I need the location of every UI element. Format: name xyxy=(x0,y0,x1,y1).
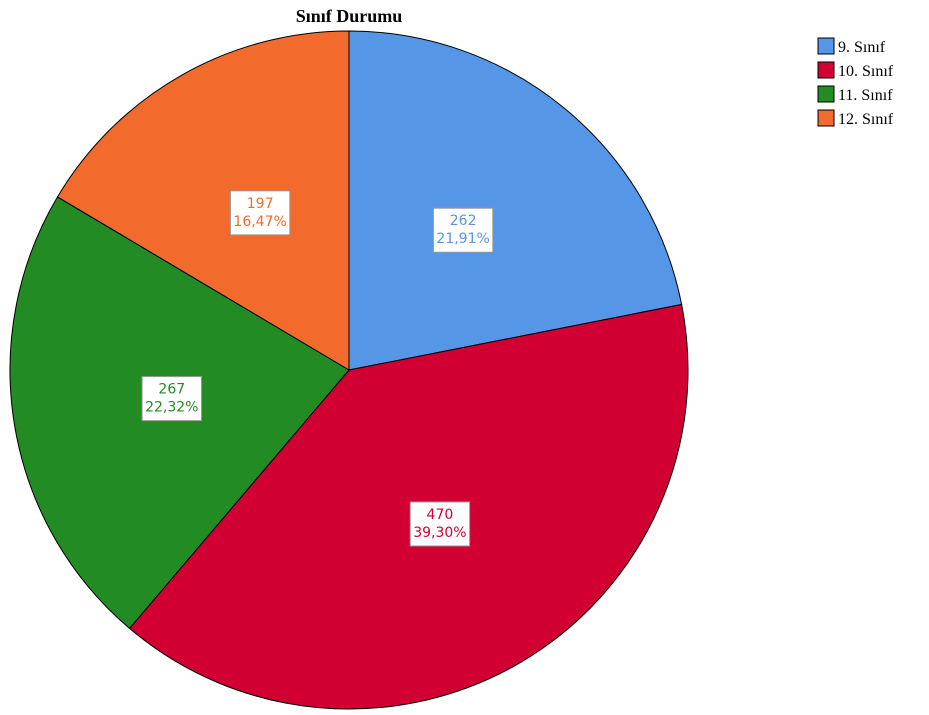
chart-title: Sınıf Durumu xyxy=(296,6,403,26)
data-label: 262 21,91% xyxy=(432,207,494,253)
legend-label: 9. Sınıf xyxy=(838,39,886,56)
data-label-percent: 16,47% xyxy=(233,214,286,230)
data-label-percent: 21,91% xyxy=(436,231,489,247)
data-label-count: 197 xyxy=(247,196,274,212)
data-label-box xyxy=(432,207,494,253)
data-label: 267 22,32% xyxy=(141,376,202,422)
data-label-percent: 39,30% xyxy=(413,525,466,541)
legend-label: 11. Sınıf xyxy=(838,87,893,104)
data-label-box xyxy=(229,190,291,236)
pie-slice xyxy=(56,30,350,371)
data-label-count: 470 xyxy=(427,507,454,523)
legend-label: 12. Sınıf xyxy=(838,111,894,128)
legend-swatch xyxy=(817,85,835,103)
data-label-percent: 22,32% xyxy=(145,400,198,416)
data-label-count: 262 xyxy=(450,213,477,229)
pie-slice xyxy=(348,30,683,371)
data-label-box xyxy=(141,376,202,422)
data-label: 197 16,47% xyxy=(229,190,291,236)
data-label-box xyxy=(409,501,471,547)
legend-label: 10. Sınıf xyxy=(838,63,894,80)
legend-swatch xyxy=(817,109,835,127)
data-label: 470 39,30% xyxy=(409,501,471,547)
pie-slice xyxy=(128,303,689,710)
legend-swatch xyxy=(817,61,835,79)
data-label-count: 267 xyxy=(158,382,185,398)
legend-swatch xyxy=(817,37,835,55)
